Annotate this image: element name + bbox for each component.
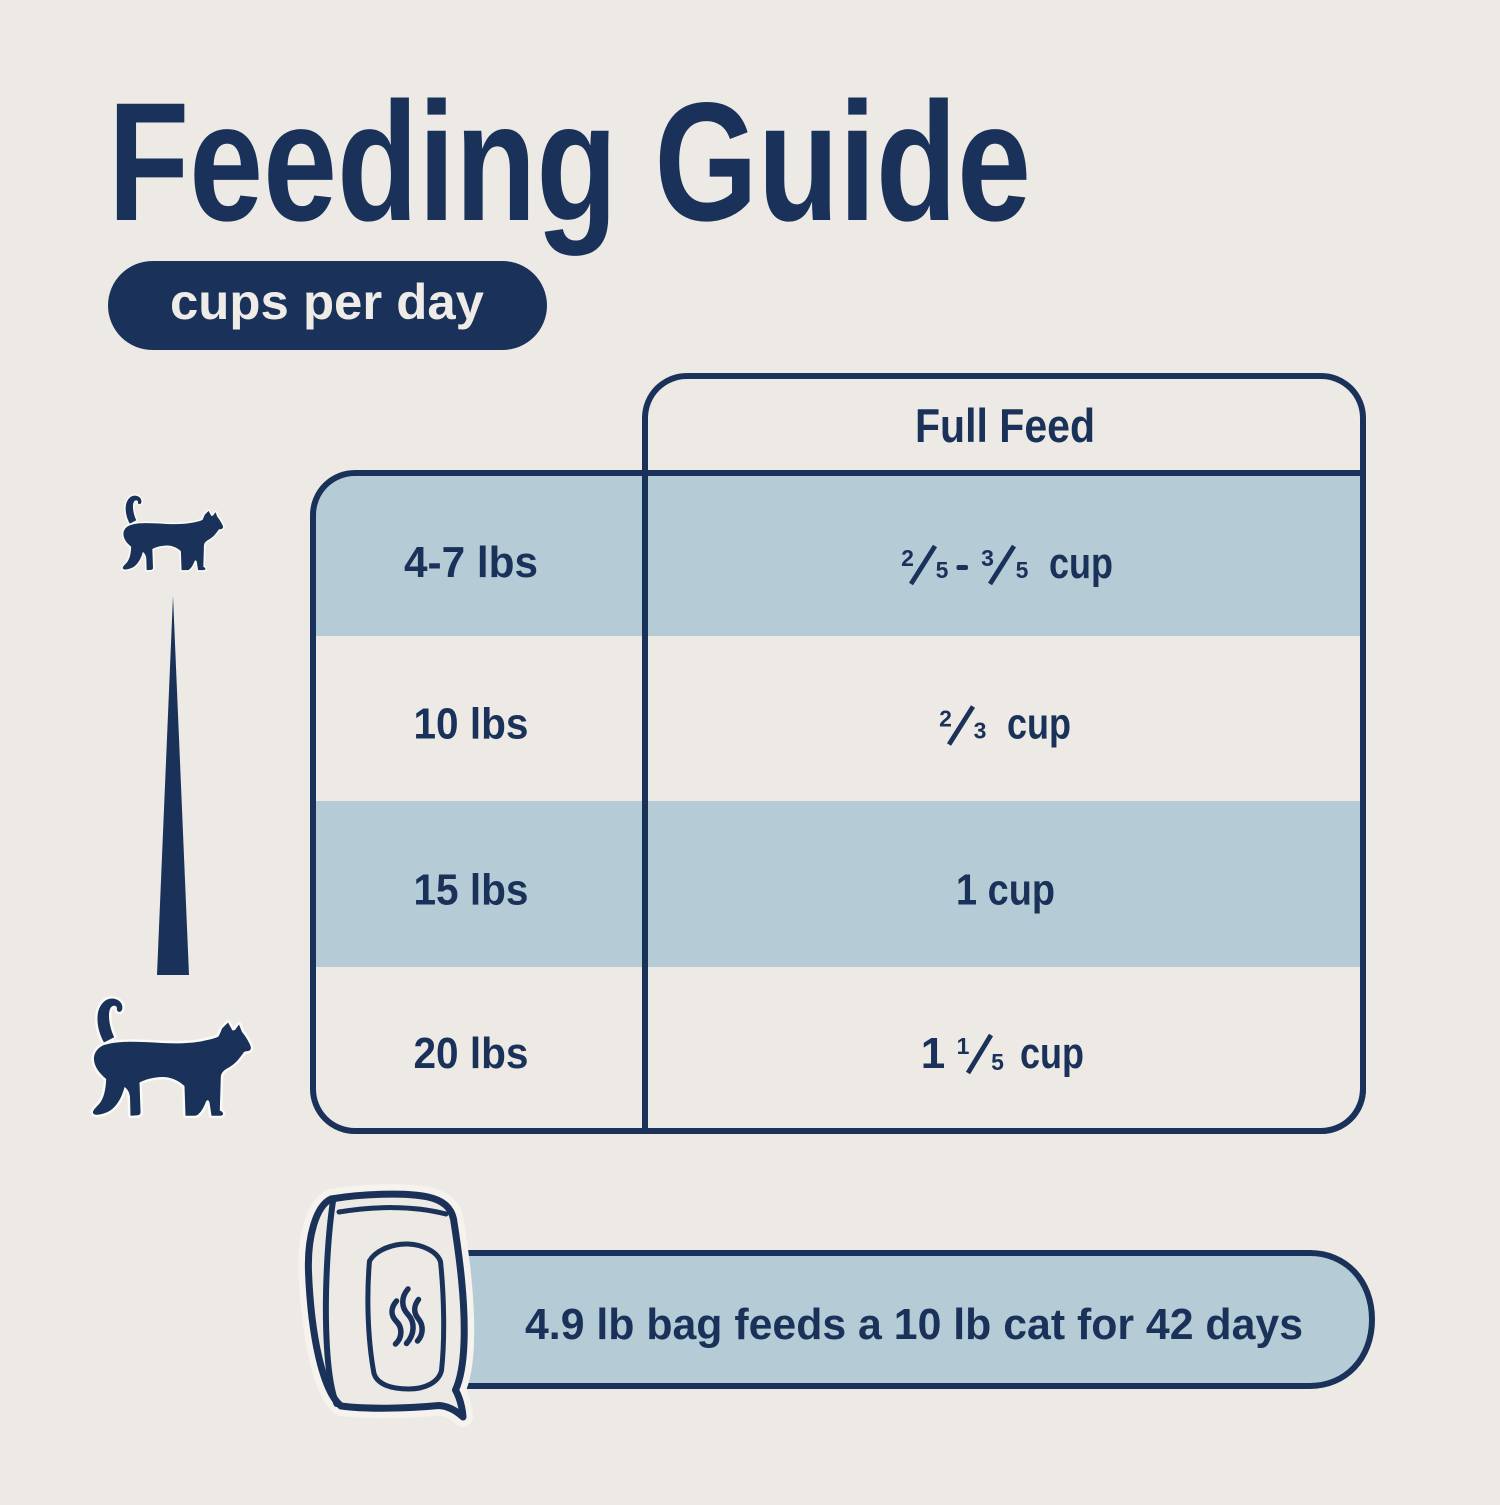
svg-text:5: 5 [1016, 557, 1029, 583]
svg-text:2: 2 [939, 706, 952, 732]
svg-text:1: 1 [957, 1033, 970, 1059]
svg-text:4.9 lb bag feeds a 10 lb cat f: 4.9 lb bag feeds a 10 lb cat for 42 days [525, 1300, 1303, 1349]
svg-text:3: 3 [974, 718, 987, 744]
svg-text:1: 1 [921, 1029, 945, 1078]
svg-text:1 cup: 1 cup [956, 866, 1055, 915]
svg-text:cups per day: cups per day [170, 274, 484, 330]
svg-text:Full Feed: Full Feed [915, 399, 1095, 452]
svg-text:cup: cup [1049, 539, 1113, 588]
svg-text:15 lbs: 15 lbs [414, 866, 529, 915]
svg-text:20 lbs: 20 lbs [414, 1029, 529, 1078]
svg-text:3: 3 [981, 545, 994, 571]
svg-text:5: 5 [991, 1049, 1004, 1075]
svg-text:4-7 lbs: 4-7 lbs [404, 538, 538, 587]
svg-text:5: 5 [936, 557, 949, 583]
svg-text:cup: cup [1007, 700, 1071, 749]
svg-text:10 lbs: 10 lbs [414, 700, 529, 749]
svg-text:2: 2 [901, 545, 914, 571]
svg-text:Feeding Guide: Feeding Guide [108, 67, 1031, 256]
svg-text:cup: cup [1020, 1029, 1084, 1078]
